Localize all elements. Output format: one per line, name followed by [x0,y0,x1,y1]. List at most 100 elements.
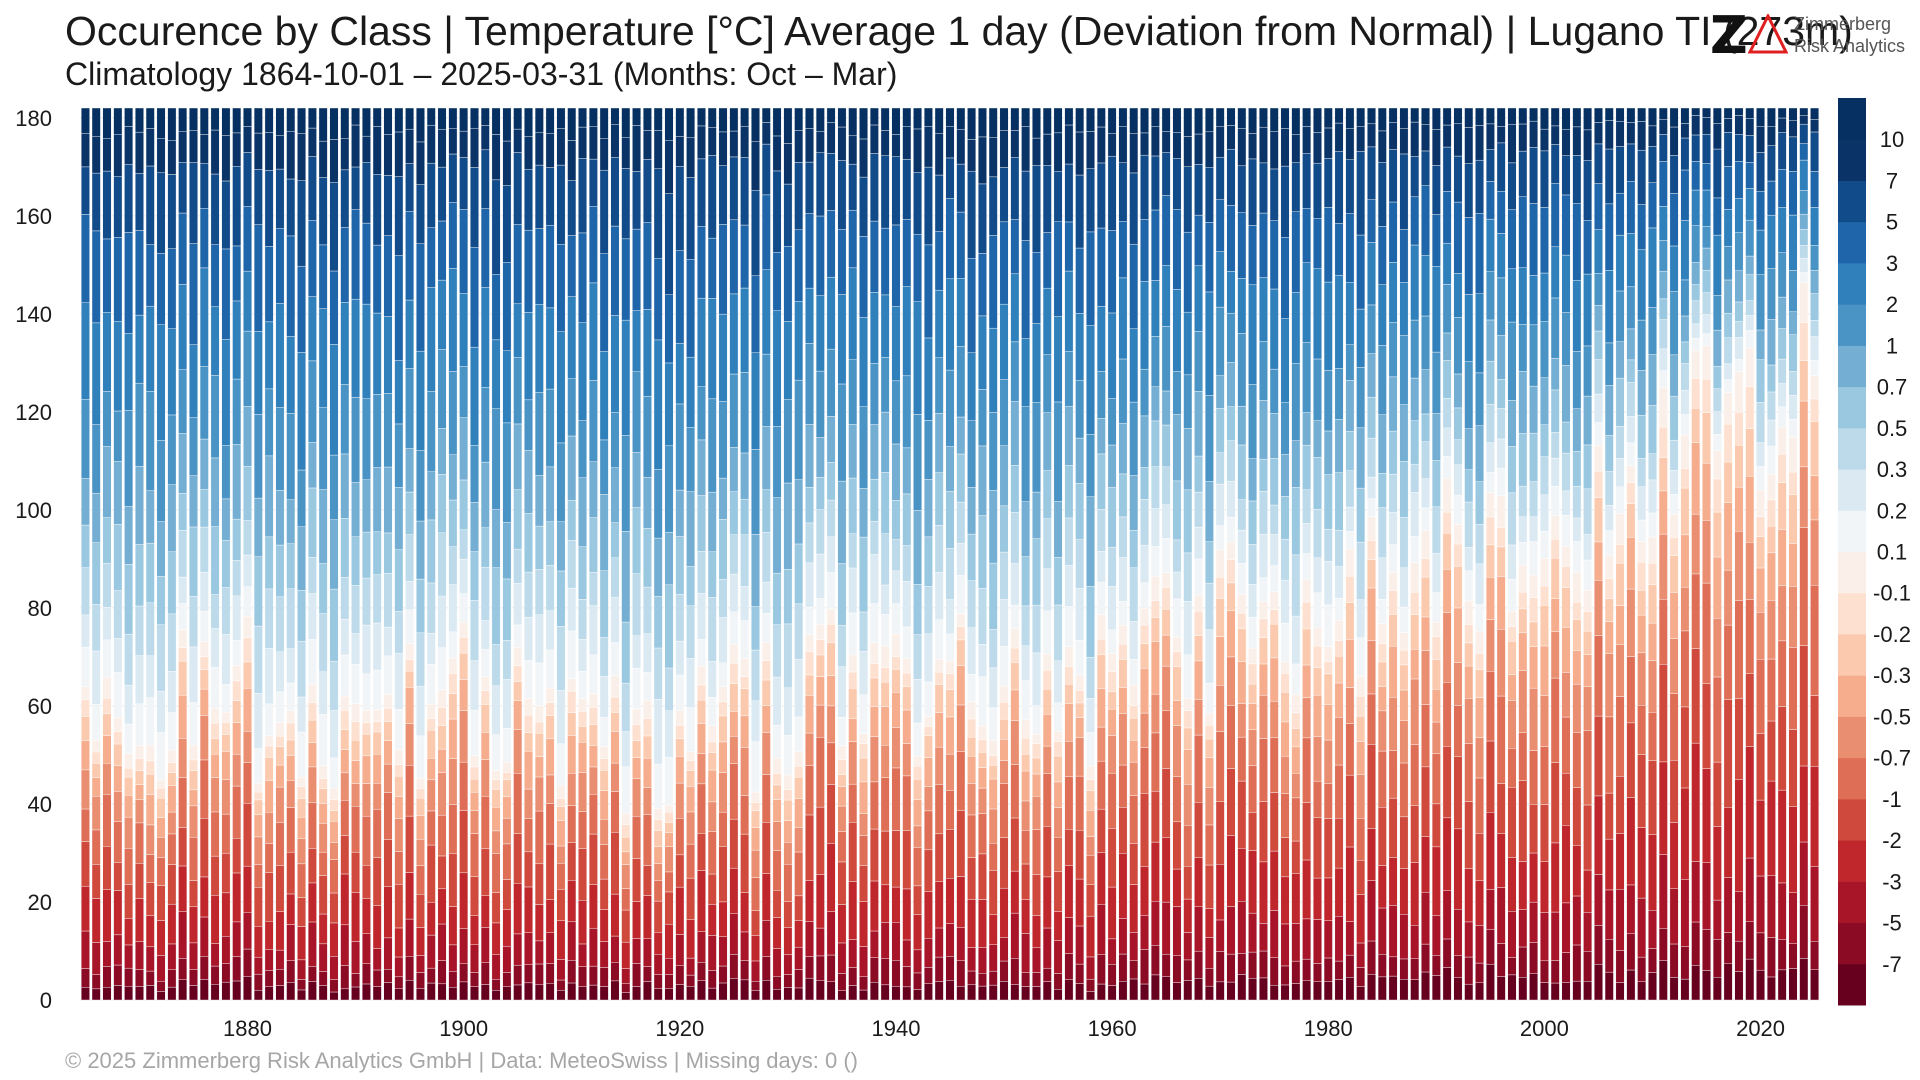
bar-segment [1496,191,1506,234]
bar-segment [913,510,922,585]
bar-segment [686,811,696,845]
bar-segment [1280,165,1290,238]
bar-segment [102,238,112,313]
colorbar-swatch [1838,633,1866,676]
bar-segment [675,107,685,137]
colorbar-label: 0.7 [1877,375,1908,400]
bar-segment [588,833,598,885]
bar-segment [361,865,371,899]
bar-segment [329,107,339,140]
bar-segment [426,227,436,288]
bar-segment [588,724,598,746]
bar-segment [1637,561,1647,591]
bar-segment [135,314,144,384]
bar-segment [1594,107,1603,123]
bar-segment [1734,940,1744,972]
bar-segment [459,963,469,983]
bar-segment [902,888,912,941]
x-tick-label: 1920 [655,1016,704,1041]
bar-segment [1399,762,1409,818]
bar-segment [1658,298,1668,320]
bar-segment [945,878,955,924]
bar-segment [80,478,90,526]
bar-segment [1594,304,1603,332]
bar-segment [1367,107,1376,125]
bar-segment [416,350,425,451]
bar-segment [588,107,598,127]
bar-segment [1615,377,1625,427]
logo-triangle-icon [1748,14,1788,54]
bar-segment [588,693,598,708]
bar-segment [751,534,760,607]
bar-segment [1637,705,1647,755]
bar-segment [1648,107,1657,127]
bar-segment [1810,695,1820,767]
bar-segment [1788,543,1798,587]
bar-segment [491,509,501,568]
bar-segment [1550,842,1560,913]
bar-segment [1691,300,1701,324]
bar-segment [1075,690,1085,704]
bar-segment [189,526,198,597]
bar-segment [1788,471,1798,495]
bar-segment [1172,651,1182,667]
bar-segment [913,107,922,130]
bar-segment [988,412,998,491]
bar-segment [1561,952,1571,983]
bar-segment [1150,209,1160,281]
bar-segment [1053,604,1063,662]
bar-segment [1377,807,1387,866]
bar-segment [1496,126,1506,144]
bar-segment [1334,274,1344,369]
bar-segment [967,857,977,900]
bar-segment [1345,576,1355,603]
bar-segment [880,667,890,683]
bar-segment [1410,377,1420,421]
bar-segment [664,822,674,833]
bar-segment [1410,649,1420,680]
bar-segment [1658,664,1668,763]
bar-segment [1788,943,1798,969]
bar-segment [1626,797,1636,886]
bar-segment [1777,882,1787,940]
bar-segment [80,716,90,741]
season-bar [307,107,317,1001]
bar-segment [329,991,339,1001]
bar-segment [1204,968,1214,987]
bar-segment [642,396,652,478]
bar-segment [891,830,901,888]
bar-segment [102,312,112,392]
bar-segment [1237,529,1247,564]
bar-segment [502,772,512,781]
bar-segment [1788,171,1798,216]
bar-segment [934,956,944,982]
bar-segment [1788,214,1798,271]
bar-segment [1529,324,1539,387]
bar-segment [913,779,922,800]
bar-segment [1561,587,1571,628]
bar-segment [621,864,631,889]
bar-segment [253,814,263,838]
bar-segment [848,612,858,656]
bar-segment [1594,580,1603,636]
bar-segment [394,884,404,929]
bar-segment [113,590,123,639]
bar-segment [1150,336,1160,388]
bar-segment [383,937,393,970]
bar-segment [1637,486,1647,521]
bar-segment [1367,744,1376,829]
bar-segment [1745,476,1755,543]
colorbar-swatch [1838,510,1866,552]
bar-segment [1150,732,1160,792]
bar-segment [1766,976,1776,1001]
bar-segment [1756,107,1765,127]
bar-segment [405,643,415,660]
bar-segment [91,739,101,753]
bar-segment [729,683,739,712]
bar-segment [491,179,501,275]
bar-segment [1745,135,1755,163]
bar-segment [718,519,728,580]
bar-segment [491,830,501,854]
bar-segment [1064,703,1074,742]
bar-segment [783,901,793,928]
